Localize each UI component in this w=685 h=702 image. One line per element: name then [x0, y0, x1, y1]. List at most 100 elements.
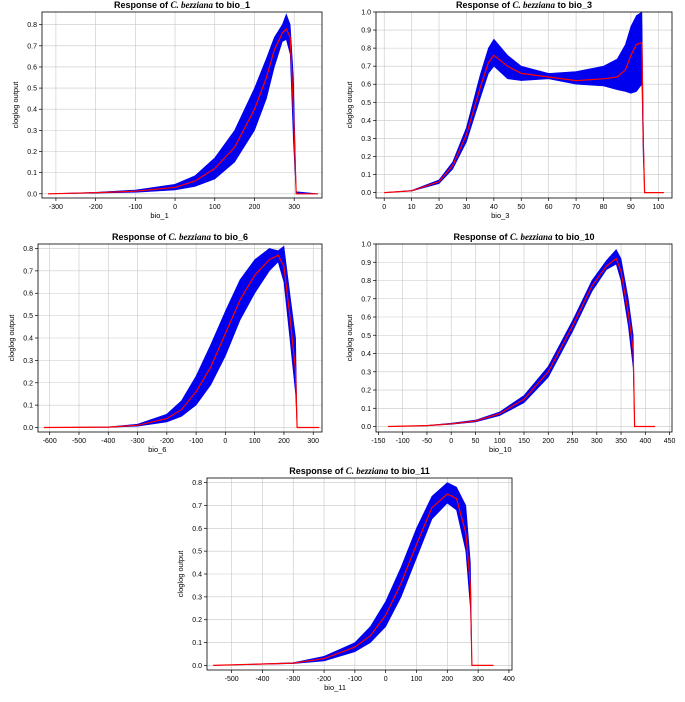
y-tick-label: 0.2 [27, 149, 37, 156]
y-axis-label: cloglog output [345, 81, 354, 129]
chart-title: Response of C. bezziana to bio_3 [456, 0, 592, 10]
x-tick-label: -150 [371, 438, 385, 445]
x-tick-label: 80 [600, 204, 608, 211]
x-tick-label: 200 [542, 438, 554, 445]
chart-title: Response of C. bezziana to bio_11 [289, 466, 430, 476]
y-tick-label: 0.7 [27, 43, 37, 50]
chart-title-species: C. bezziana [510, 232, 553, 242]
chart-title: Response of C. bezziana to bio_6 [112, 232, 248, 242]
x-tick-label: 40 [490, 204, 498, 211]
y-tick-label: 0.7 [361, 296, 371, 303]
x-tick-label: -500 [72, 438, 86, 445]
chart-title-prefix: Response of [453, 232, 510, 242]
mean-response-line [384, 41, 664, 194]
y-tick-label: 0.6 [27, 64, 37, 71]
y-tick-label: 0.4 [23, 336, 33, 343]
x-tick-label: 0 [449, 438, 453, 445]
plot-frame [41, 11, 323, 199]
y-tick-label: 0.6 [361, 315, 371, 322]
x-tick-label: 50 [517, 204, 525, 211]
y-tick-label: 0.0 [192, 663, 202, 670]
x-tick-label: 450 [664, 438, 676, 445]
x-tick-label: 70 [572, 204, 580, 211]
y-tick-label: 0.3 [192, 594, 202, 601]
x-tick-label: 30 [463, 204, 471, 211]
chart-title-prefix: Response of [289, 466, 346, 476]
chart-title-species: C. bezziana [512, 0, 555, 10]
confidence-band [43, 245, 320, 428]
y-tick-label: 0.3 [361, 369, 371, 376]
y-tick-label: 0.6 [23, 291, 33, 298]
plot-frame [37, 243, 323, 433]
y-tick-label: 0.7 [361, 64, 371, 71]
x-tick-label: 0 [384, 676, 388, 683]
chart-panel-bio-10: Response of C. bezziana to bio_10 -150 -10… [340, 232, 680, 464]
y-tick-label: 0.5 [192, 549, 202, 556]
x-tick-label: 250 [567, 438, 579, 445]
y-tick-label: 0.9 [361, 28, 371, 35]
y-tick-label: 0.6 [361, 82, 371, 89]
x-tick-label: 20 [435, 204, 443, 211]
x-tick-label: 0 [223, 438, 227, 445]
y-tick-label: 0.8 [23, 246, 33, 253]
y-tick-label: 0.0 [361, 190, 371, 197]
x-tick-label: 300 [472, 676, 484, 683]
chart-title: Response of C. bezziana to bio_1 [114, 0, 250, 10]
confidence-band [384, 11, 664, 193]
chart-title-species: C. bezziana [346, 466, 389, 476]
mean-response-line [47, 27, 318, 195]
y-tick-label: 0.9 [361, 260, 371, 267]
y-tick-label: 0.3 [361, 136, 371, 143]
x-tick-label: -400 [101, 438, 115, 445]
plot-frame [206, 477, 513, 671]
y-tick-label: 0.1 [27, 170, 37, 177]
plot-frame [375, 11, 673, 199]
mean-response-line [43, 254, 320, 429]
y-tick-label: 0.8 [27, 22, 37, 29]
x-tick-label: 400 [639, 438, 651, 445]
y-tick-label: 0.0 [361, 424, 371, 431]
y-tick-label: 0.1 [361, 172, 371, 179]
x-tick-label: -300 [131, 438, 145, 445]
chart-panel-bio-11: Response of C. bezziana to bio_11 -500 -40… [165, 466, 520, 702]
x-tick-label: 10 [408, 204, 416, 211]
mean-response-line [213, 493, 494, 666]
y-tick-label: 0.1 [361, 406, 371, 413]
x-tick-label: -50 [422, 438, 432, 445]
y-tick-label: 0.2 [192, 617, 202, 624]
y-axis-label: cloglog output [7, 314, 16, 362]
y-tick-label: 0.8 [192, 480, 202, 487]
x-tick-label: 150 [518, 438, 530, 445]
y-tick-label: 0.6 [192, 526, 202, 533]
y-tick-label: 0.0 [27, 191, 37, 198]
x-tick-label: 0 [382, 204, 386, 211]
y-tick-label: 0.8 [361, 278, 371, 285]
x-tick-label: -100 [128, 204, 142, 211]
x-axis-label: bio_3 [491, 211, 509, 220]
y-tick-label: 0.0 [23, 425, 33, 432]
y-tick-label: 0.7 [192, 503, 202, 510]
y-tick-label: 0.4 [192, 572, 202, 579]
chart-title: Response of C. bezziana to bio_10 [453, 232, 594, 242]
chart-panel-bio-6: Response of C. bezziana to bio_6 -600 -500… [0, 232, 330, 464]
x-tick-label: -100 [396, 438, 410, 445]
x-tick-label: 200 [441, 676, 453, 683]
y-tick-label: 0.2 [361, 388, 371, 395]
y-tick-label: 0.5 [361, 100, 371, 107]
x-tick-label: -100 [348, 676, 362, 683]
x-tick-label: -600 [43, 438, 57, 445]
y-tick-label: 0.4 [27, 107, 37, 114]
response-curve-chart: Response of C. bezziana to bio_3 0 10 20 30 4… [345, 0, 673, 220]
y-tick-label: 0.5 [23, 313, 33, 320]
y-tick-label: 0.3 [23, 358, 33, 365]
mean-response-line [388, 257, 655, 428]
y-tick-label: 0.5 [361, 333, 371, 340]
y-tick-label: 0.8 [361, 46, 371, 53]
chart-title-species: C. bezziana [170, 0, 213, 10]
chart-panel-bio-3: Response of C. bezziana to bio_3 0 10 20 30 4… [340, 0, 680, 228]
x-tick-label: -300 [286, 676, 300, 683]
response-curve-chart: Response of C. bezziana to bio_11 -500 -40… [176, 466, 515, 692]
chart-title-suffix: to bio_3 [555, 0, 592, 10]
x-tick-label: 350 [615, 438, 627, 445]
x-axis-label: bio_10 [489, 445, 512, 454]
